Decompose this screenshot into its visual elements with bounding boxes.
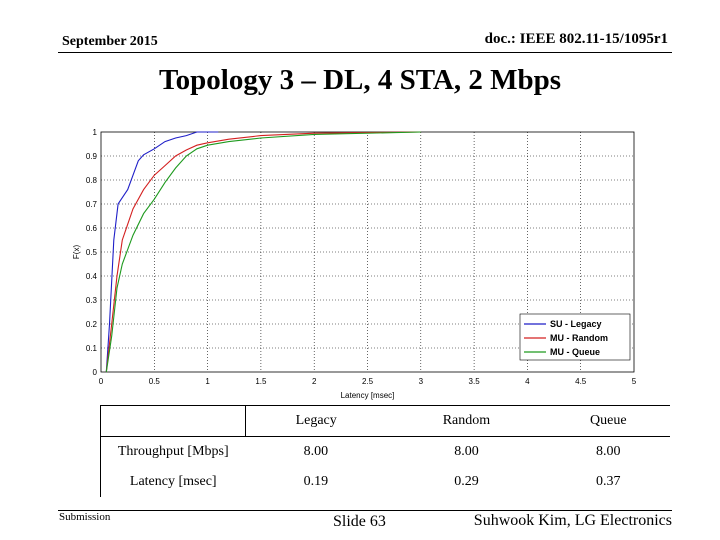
y-tick-label: 1: [93, 128, 98, 137]
table-row-label: Throughput [Mbps]: [100, 436, 246, 467]
y-tick-label: 0.9: [86, 152, 98, 161]
table-cell: 0.29: [454, 474, 479, 489]
cdf-chart: 0 0.5 1 1.5 2 2.5 3 3.5 4 4.5 5 0 0.1 0.2 0.3 0.4 0.5 0.6…: [72, 128, 637, 400]
header-date: September 2015: [62, 34, 158, 49]
legend-entry: MU - Queue: [550, 347, 600, 357]
slide-title: Topology 3 – DL, 4 STA, 2 Mbps: [158, 64, 562, 96]
x-tick-label: 0: [99, 377, 104, 386]
footer-submission: Submission: [59, 511, 111, 523]
y-tick-label: 0.2: [86, 320, 98, 329]
legend-entry: MU - Random: [550, 333, 608, 343]
series-line: [105, 131, 219, 373]
table-header-cell: [100, 405, 246, 437]
y-tick-label: 0.4: [86, 272, 98, 281]
table-header-cell: Legacy: [245, 405, 387, 437]
x-axis-label: Latency [msec]: [341, 391, 395, 400]
x-tick-label: 3.5: [469, 377, 481, 386]
x-tick-label: 3: [419, 377, 424, 386]
x-tick-label: 1.5: [255, 377, 267, 386]
y-tick-label: 0.6: [86, 224, 98, 233]
header-doc-id: doc.: IEEE 802.11-15/1095r1: [484, 31, 668, 47]
x-tick-label: 0.5: [149, 377, 161, 386]
table-row: Latency [msec] 0.19 0.29 0.37: [100, 467, 671, 497]
header-rule: [58, 52, 672, 53]
table-row-label: Latency [msec]: [100, 467, 246, 497]
y-tick-label: 0.1: [86, 344, 98, 353]
x-tick-label: 2: [312, 377, 317, 386]
footer-author: Suhwook Kim, LG Electronics: [473, 512, 672, 529]
table-cell: 0.19: [303, 474, 329, 489]
table-cell: 8.00: [596, 444, 621, 459]
x-tick-label: 4.5: [575, 377, 587, 386]
footer-rule: [58, 510, 672, 511]
y-tick-label: 0.8: [86, 176, 98, 185]
table-row: Throughput [Mbps] 8.00 8.00 8.00: [100, 436, 671, 467]
series-line: [105, 131, 421, 373]
series-line: [105, 131, 421, 373]
table-cell: 0.37: [596, 474, 621, 489]
table-cell: 8.00: [454, 444, 479, 459]
table-header-row: Legacy Random Queue: [100, 405, 670, 437]
footer-slide-number: Slide 63: [333, 513, 386, 530]
x-tick-label: 2.5: [362, 377, 374, 386]
y-axis-label: F(x): [72, 245, 81, 260]
table-header-cell: Queue: [546, 405, 670, 437]
table-header-cell: Random: [386, 405, 547, 437]
legend-entry: SU - Legacy: [550, 319, 602, 329]
y-tick-label: 0.5: [86, 248, 98, 257]
y-tick-label: 0.3: [86, 296, 98, 305]
y-tick-label: 0: [93, 368, 98, 377]
x-tick-label: 1: [205, 377, 210, 386]
x-tick-label: 5: [632, 377, 637, 386]
table-cell: 8.00: [303, 444, 329, 459]
x-tick-label: 4: [525, 377, 530, 386]
results-table: Legacy Random Queue Throughput [Mbps] 8.…: [100, 405, 670, 497]
y-tick-label: 0.7: [86, 200, 98, 209]
